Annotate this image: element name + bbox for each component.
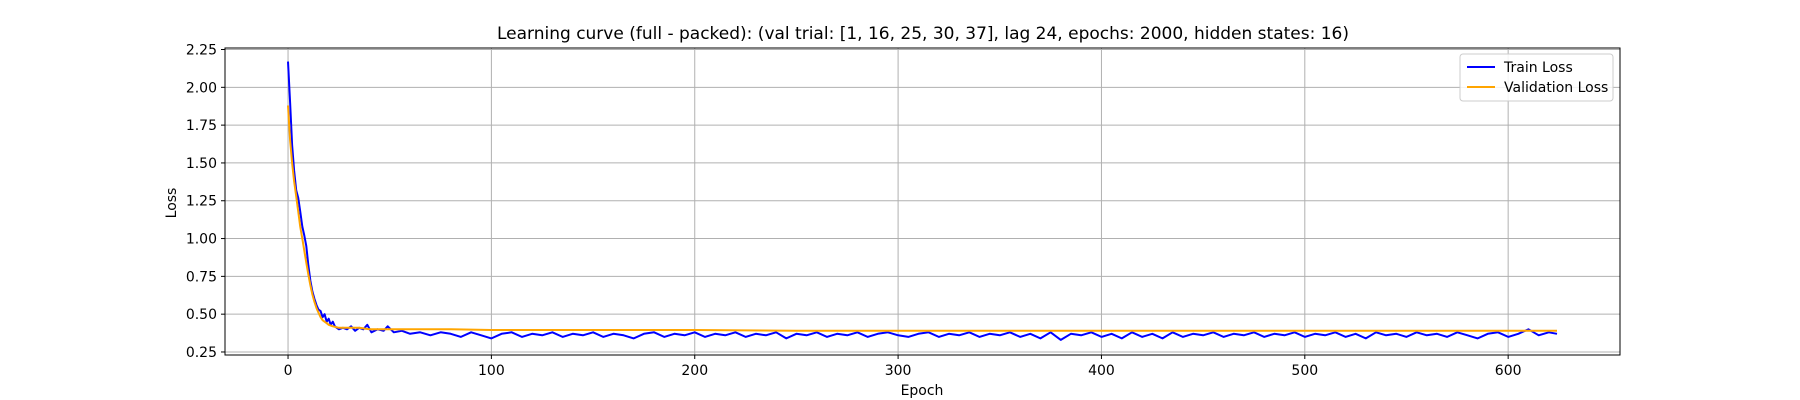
grid-layer: [225, 48, 1620, 355]
x-axis-label: Epoch: [901, 383, 944, 399]
legend-box: [1459, 53, 1614, 102]
legend-label-validation-loss: Validation Loss: [1504, 80, 1608, 96]
y-axis-label: Loss: [164, 188, 180, 219]
series-line-validation-loss: [287, 105, 1557, 332]
y-tick-label: 0.50: [186, 307, 217, 323]
plot-frame: [224, 47, 1621, 356]
y-tick-label: 1.50: [186, 156, 217, 172]
legend: Train Loss Validation Loss: [1459, 53, 1614, 102]
x-tick-label: 0: [284, 363, 293, 379]
y-tick-label: 1.25: [186, 194, 217, 210]
x-tick-label: 600: [1495, 363, 1522, 379]
x-tick-label: 200: [681, 363, 708, 379]
chart-title: Learning curve (full - packed): (val tri…: [497, 24, 1349, 44]
x-tick-label: 500: [1291, 363, 1318, 379]
y-tick-label: 0.25: [186, 345, 217, 361]
x-tick-label: 400: [1088, 363, 1115, 379]
y-tick-label: 2.25: [186, 43, 217, 59]
tick-layer: 0 100 200 300 400 500 600 0.25 0.50 0.75 1.00 1.25 1…: [186, 43, 1522, 379]
y-tick-label: 1.75: [186, 118, 217, 134]
legend-label-train-loss: Train Loss: [1503, 60, 1573, 76]
y-tick-label: 1.00: [186, 232, 217, 248]
y-tick-label: 2.00: [186, 80, 217, 96]
series-layer: [287, 61, 1558, 341]
y-tick-label: 0.75: [186, 269, 217, 285]
x-tick-label: 100: [478, 363, 505, 379]
x-tick-label: 300: [885, 363, 912, 379]
